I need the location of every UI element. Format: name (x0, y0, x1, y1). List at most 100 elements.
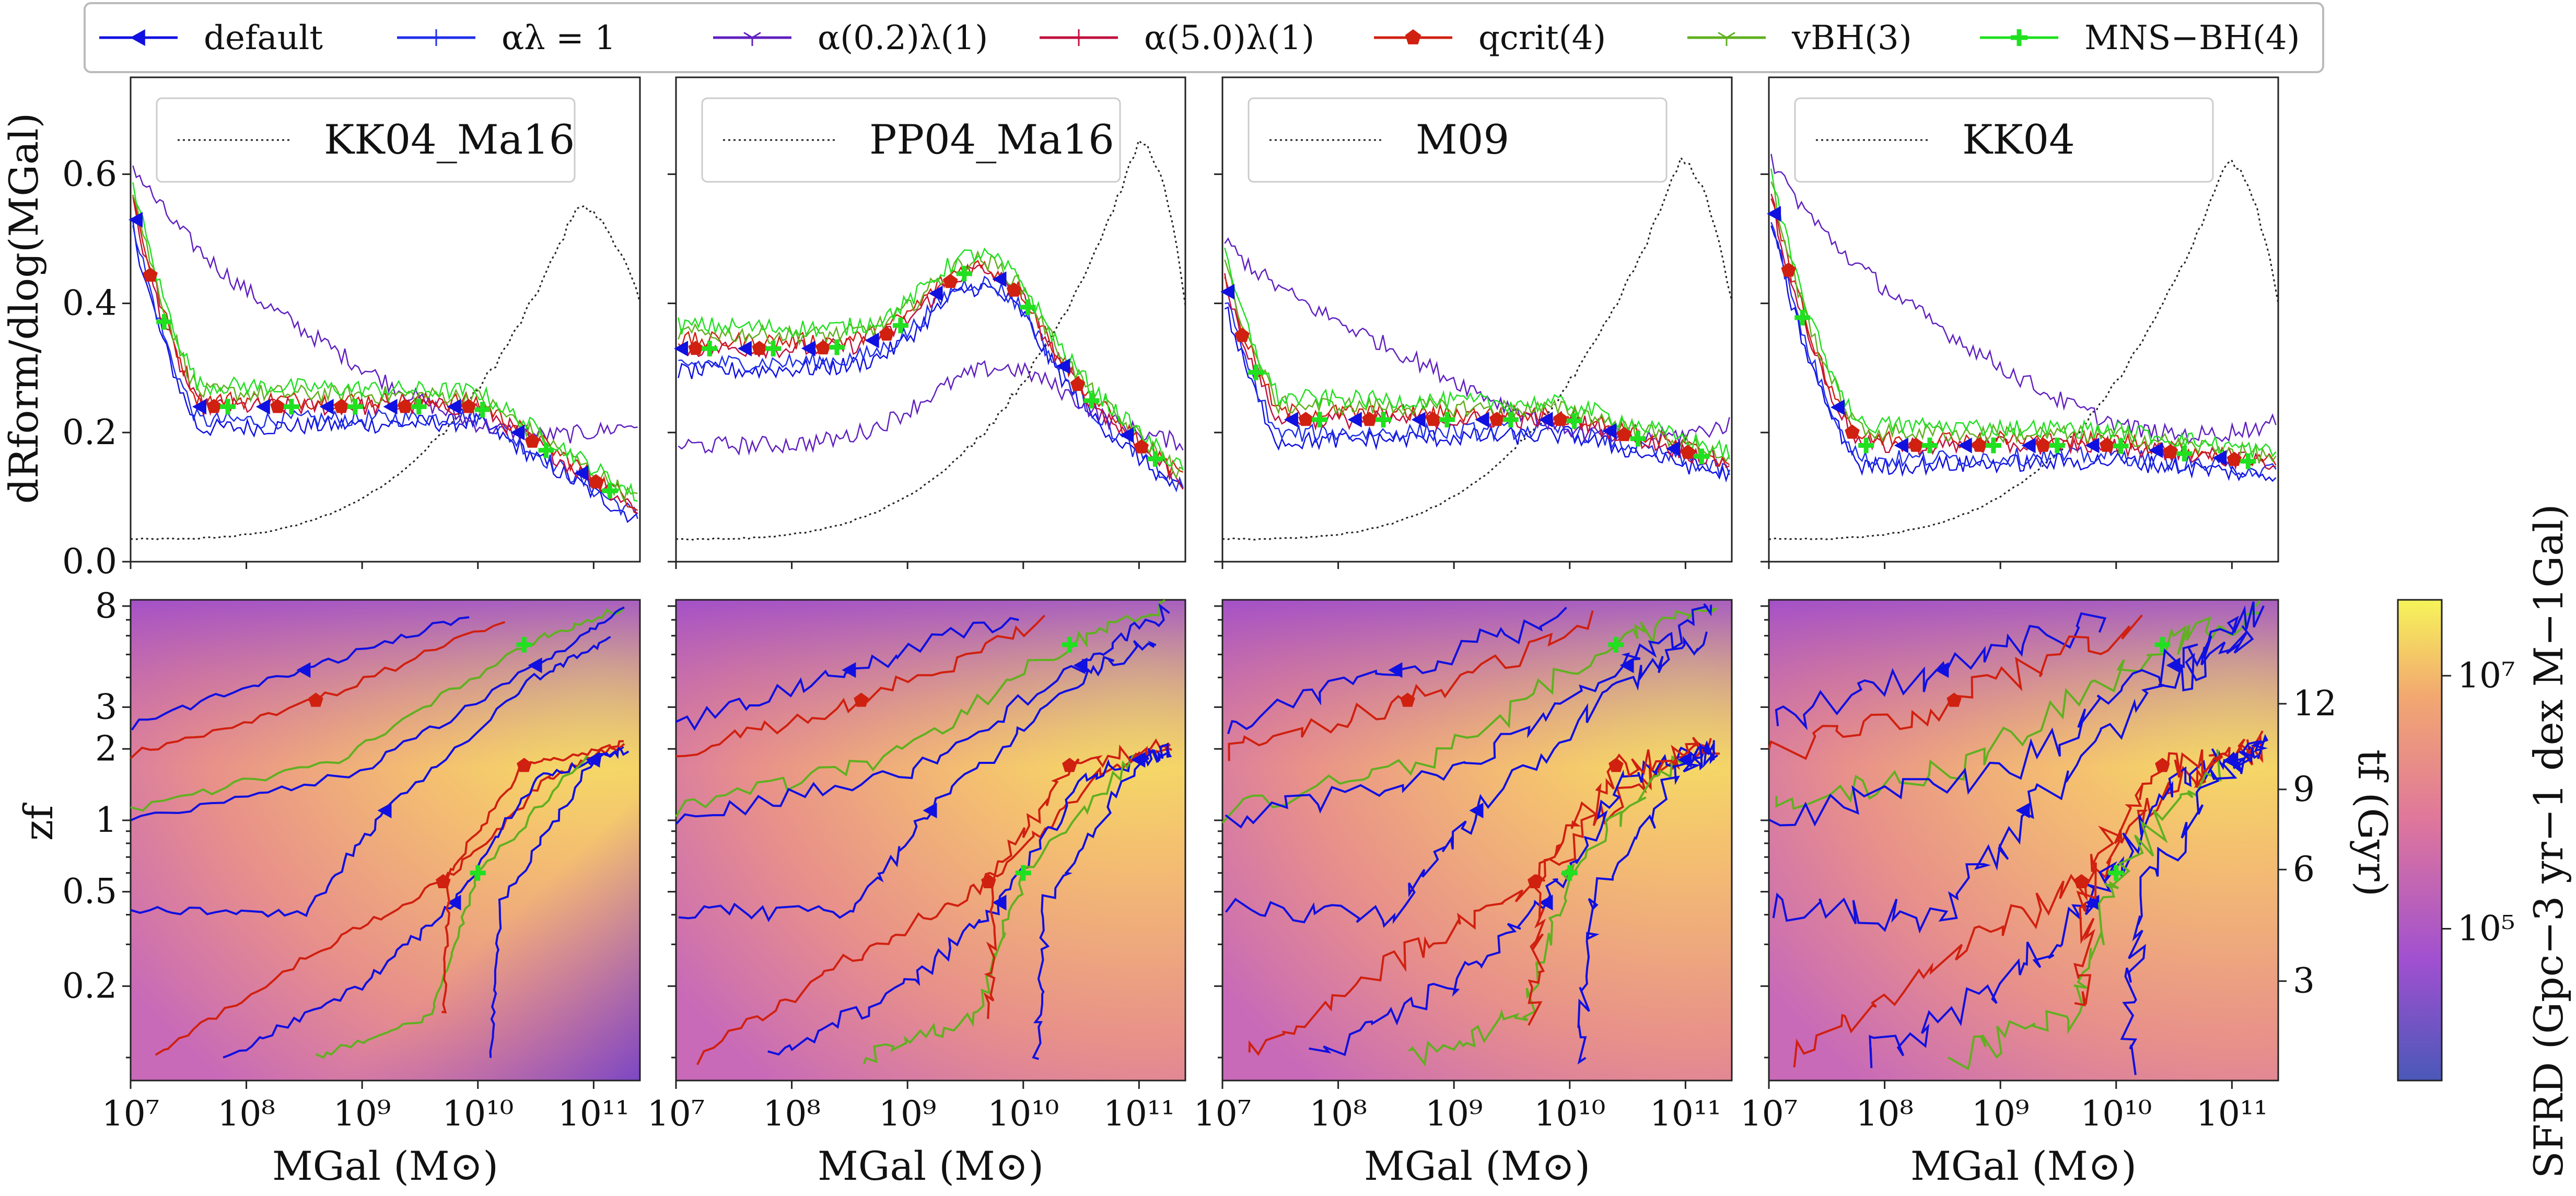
legend-label-alpha02: α(0.2)λ(1) (818, 19, 988, 57)
series-marker-default (865, 332, 879, 349)
inset-legend-frame (1248, 97, 1668, 183)
series-marker-mnsbh (1630, 431, 1646, 447)
y-tick-label: 0.4 (62, 283, 117, 323)
x-tick-label: 10⁷ (102, 1094, 159, 1134)
series-marker-mnsbh (1566, 413, 1582, 429)
series-marker-mnsbh (1439, 412, 1455, 428)
x-tick-label: 10⁹ (1972, 1094, 2029, 1134)
inset-legend: KK04 (1794, 97, 2214, 183)
series-marker-mnsbh (411, 399, 427, 415)
legend-marker-alpha02 (743, 32, 761, 46)
series-marker-default (737, 341, 752, 357)
contour-marker-qcrit (517, 758, 532, 772)
series-marker-qcrit (1616, 427, 1632, 442)
series-marker-mnsbh (829, 339, 845, 355)
series-marker-qcrit (1006, 282, 1022, 297)
contour-marker-default (842, 662, 856, 678)
series-marker-mnsbh (956, 265, 972, 282)
series-marker-mnsbh (1794, 309, 1811, 326)
series-marker-default (129, 212, 143, 228)
sfrd-heatmap-upper-shade (676, 600, 1185, 1081)
series-marker-default (674, 341, 689, 357)
series-marker-qcrit (2035, 437, 2051, 452)
top-panel-1: KK04_Ma16 0.0 0.2 0.4 0.6 (62, 76, 641, 582)
series-marker-default (1538, 412, 1553, 428)
x-tick-label: 10⁷ (1740, 1094, 1798, 1134)
contour-marker-default (586, 752, 600, 768)
series-marker-mnsbh (1312, 412, 1328, 428)
top-panel-3: M09 (1214, 76, 1733, 569)
x-tick-label: 10⁹ (1425, 1094, 1483, 1134)
legend-label-default: default (204, 19, 323, 57)
series-marker-qcrit (524, 433, 540, 448)
contour-line-default (1227, 607, 1567, 735)
series-marker-qcrit (334, 399, 349, 413)
series-marker-mnsbh (702, 341, 718, 357)
series-marker-mnsbh (538, 442, 554, 458)
contour-marker-default (1677, 752, 1692, 768)
series-marker-mnsbh (765, 341, 782, 357)
contour-line-default (1032, 743, 1172, 1060)
series-marker-default (801, 340, 815, 356)
series-marker-mnsbh (1694, 448, 1710, 465)
legend-item-alpha_lambda_1: αλ = 1 (397, 19, 616, 57)
sfrd-heatmap-corner-shade (131, 600, 640, 1081)
series-marker-mnsbh (1985, 437, 2001, 454)
contour-marker-default (1619, 657, 1634, 674)
contour-line-vbh (1221, 607, 1718, 824)
series-line-default (1224, 306, 1730, 483)
legend-label-qcrit: qcrit(4) (1478, 19, 1606, 57)
series-marker-qcrit (942, 274, 958, 288)
contour-marker-default (447, 895, 461, 911)
top-panel-frame (1221, 76, 1733, 563)
contour-marker-qcrit (1062, 758, 1077, 772)
series-line-mnsbh (1770, 168, 2277, 458)
series-marker-mnsbh (1083, 392, 1100, 409)
series-marker-qcrit (1908, 437, 1924, 452)
contour-marker-default (528, 657, 542, 674)
legend-item-qcrit: qcrit(4) (1374, 19, 1606, 57)
contour-marker-qcrit (1946, 692, 1962, 707)
colorbar-label: SFRD (Gpc−3 yr−1 dex M−1Gal) (2525, 504, 2572, 1179)
series-marker-default (192, 399, 206, 415)
contour-marker-default (1934, 662, 1949, 678)
series-marker-default (1220, 284, 1235, 300)
contour-line-vbh (1775, 600, 2261, 810)
series-marker-default (383, 399, 398, 415)
legend-item-vbh: vBH(3) (1687, 19, 1912, 57)
bottom-row-y-axis-label: zf (15, 803, 62, 841)
legend-frame (84, 2, 2324, 73)
series-marker-qcrit (688, 341, 703, 355)
x-tick-label: 10¹⁰ (987, 1094, 1059, 1134)
inset-legend-frame (1794, 97, 2214, 183)
x-tick-label: 10⁷ (1194, 1094, 1251, 1134)
y-tick-label: 0.2 (62, 966, 117, 1006)
series-line-alpha02 (1770, 154, 2277, 445)
series-marker-mnsbh (284, 399, 300, 415)
series-line-alpha50 (1770, 193, 2276, 470)
contour-marker-default (1131, 752, 1146, 768)
series-marker-qcrit (461, 399, 476, 413)
contour-marker-vbh (1561, 865, 1578, 881)
panel-title: M09 (1416, 117, 1509, 164)
contour-line-default (1225, 603, 1712, 829)
series-marker-default (2212, 450, 2227, 466)
series-marker-mnsbh (1376, 412, 1392, 428)
legend: default αλ = 1 α(0.2)λ(1) α(5.0)λ(1) qcrit(4… (84, 2, 2324, 73)
contour-line-qcrit (1768, 614, 2143, 760)
series-marker-qcrit (143, 267, 158, 282)
contour-line-default (1768, 601, 2265, 827)
colorbar-tick-label: 10⁵ (2457, 908, 2515, 948)
x-tick-label: 10¹⁰ (442, 1094, 514, 1134)
series-marker-qcrit (270, 399, 285, 413)
series-marker-mnsbh (1248, 364, 1264, 380)
contour-marker-vbh (1062, 636, 1078, 653)
contour-line-qcrit (983, 738, 1172, 1019)
inset-legend: KK04_Ma16 (156, 97, 576, 183)
series-marker-default (2149, 442, 2163, 458)
contour-marker-default (1388, 662, 1403, 678)
x-tick-label: 10⁸ (1309, 1094, 1367, 1134)
series-marker-default (1056, 358, 1070, 374)
reference-curve (1768, 158, 2279, 541)
